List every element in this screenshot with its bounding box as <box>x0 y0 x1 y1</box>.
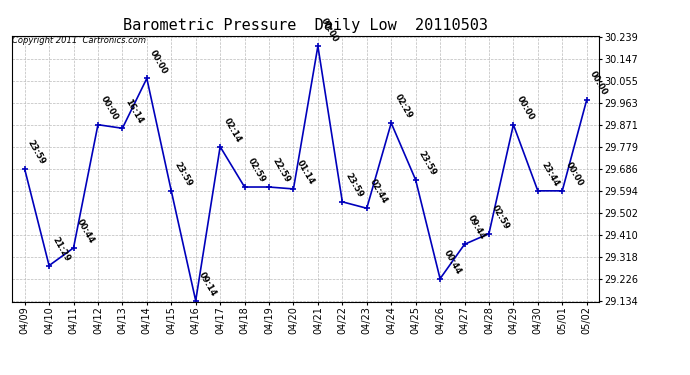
Text: 23:59: 23:59 <box>26 138 47 166</box>
Text: 22:59: 22:59 <box>270 157 292 184</box>
Text: 16:14: 16:14 <box>124 98 145 126</box>
Text: 23:44: 23:44 <box>539 160 560 188</box>
Text: 02:59: 02:59 <box>246 157 267 184</box>
Text: 02:59: 02:59 <box>491 203 511 231</box>
Text: 00:00: 00:00 <box>319 16 340 44</box>
Text: 23:59: 23:59 <box>344 171 365 199</box>
Text: 23:59: 23:59 <box>417 150 438 177</box>
Text: 00:44: 00:44 <box>75 217 96 245</box>
Text: 02:44: 02:44 <box>368 178 389 206</box>
Text: 00:44: 00:44 <box>442 248 462 276</box>
Text: 00:00: 00:00 <box>148 48 169 76</box>
Title: Barometric Pressure  Daily Low  20110503: Barometric Pressure Daily Low 20110503 <box>124 18 488 33</box>
Text: 00:00: 00:00 <box>515 94 535 122</box>
Text: 01:14: 01:14 <box>295 159 316 186</box>
Text: 00:00: 00:00 <box>564 161 584 188</box>
Text: 00:00: 00:00 <box>588 70 609 97</box>
Text: 02:14: 02:14 <box>221 116 243 144</box>
Text: Copyright 2011  Cartronics.com: Copyright 2011 Cartronics.com <box>12 36 146 45</box>
Text: 09:14: 09:14 <box>197 270 218 298</box>
Text: 00:00: 00:00 <box>99 94 120 122</box>
Text: 02:29: 02:29 <box>393 93 414 120</box>
Text: 21:29: 21:29 <box>50 235 72 263</box>
Text: 23:59: 23:59 <box>172 160 194 188</box>
Text: 09:44: 09:44 <box>466 214 487 242</box>
